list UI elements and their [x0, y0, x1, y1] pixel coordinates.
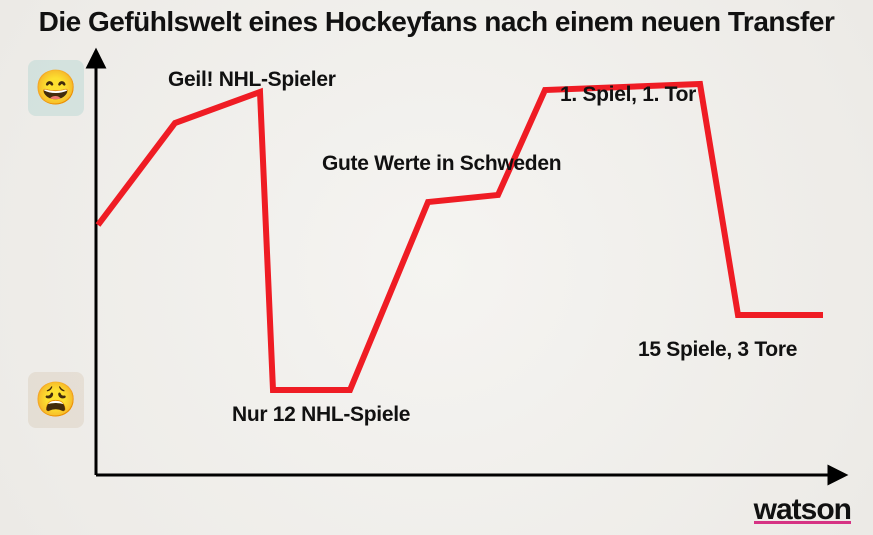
label-schweden: Gute Werte in Schweden: [322, 152, 561, 176]
chart-canvas: Die Gefühlswelt eines Hockeyfans nach ei…: [0, 0, 873, 535]
label-spiele15: 15 Spiele, 3 Tore: [638, 338, 797, 362]
chart-svg: [0, 0, 873, 535]
brand-watson: watson: [754, 493, 851, 527]
label-geil: Geil! NHL-Spieler: [168, 68, 336, 92]
label-spiel1: 1. Spiel, 1. Tor: [560, 83, 696, 107]
brand-text: watson: [754, 498, 851, 524]
label-nur12: Nur 12 NHL-Spiele: [232, 403, 410, 427]
